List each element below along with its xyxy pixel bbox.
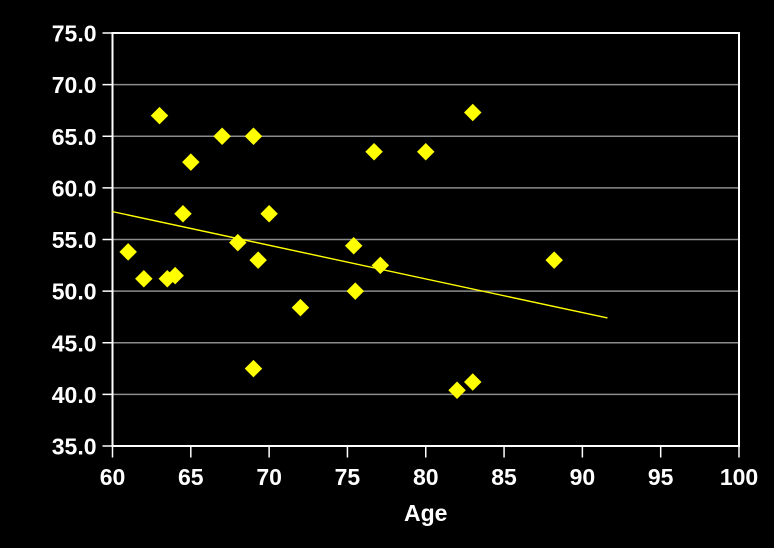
x-tick-label: 100 (720, 464, 758, 490)
trend-line (112, 210, 608, 319)
data-point-marker (229, 233, 247, 252)
data-point-marker (174, 204, 192, 223)
x-tick-label: 75 (335, 464, 361, 490)
data-point-marker (371, 256, 390, 275)
data-point-marker (182, 153, 200, 171)
data-point-marker (463, 373, 482, 391)
data-point-marker (344, 236, 363, 255)
data-point-marker (448, 381, 466, 399)
data-point-marker (417, 142, 435, 161)
data-point-marker (249, 251, 267, 269)
data-point-marker (244, 359, 263, 378)
y-tick-label: 45.0 (52, 330, 97, 356)
data-point-marker (463, 103, 482, 122)
plot-frame (111, 32, 740, 447)
data-point-marker (244, 127, 263, 145)
data-point-marker (150, 106, 169, 125)
y-tick-label: 70.0 (52, 72, 97, 98)
data-point-marker (119, 243, 137, 261)
x-tick-label: 95 (648, 464, 674, 490)
data-point-marker (346, 282, 365, 300)
data-point-marker (365, 142, 383, 161)
data-point-marker (291, 298, 310, 317)
x-tick-label: 70 (256, 464, 282, 490)
x-tick-label: 85 (491, 464, 517, 490)
x-tick-label: 80 (413, 464, 439, 490)
y-tick-label: 55.0 (52, 227, 97, 253)
data-point-marker (166, 266, 184, 285)
x-tick-label: 60 (100, 464, 126, 490)
x-axis-title: Age (404, 500, 447, 526)
data-point-marker (213, 127, 231, 145)
y-tick-label: 40.0 (52, 382, 97, 408)
x-tick-label: 65 (178, 464, 204, 490)
x-tick-label: 90 (570, 464, 596, 490)
y-tick-label: 65.0 (52, 124, 97, 150)
y-tick-label: 35.0 (52, 434, 97, 460)
data-point-marker (135, 269, 153, 288)
data-point-marker (545, 251, 563, 269)
data-point-marker (260, 204, 278, 223)
y-tick-label: 60.0 (52, 175, 97, 201)
y-tick-label: 50.0 (52, 279, 97, 305)
y-tick-label: 75.0 (52, 21, 97, 47)
